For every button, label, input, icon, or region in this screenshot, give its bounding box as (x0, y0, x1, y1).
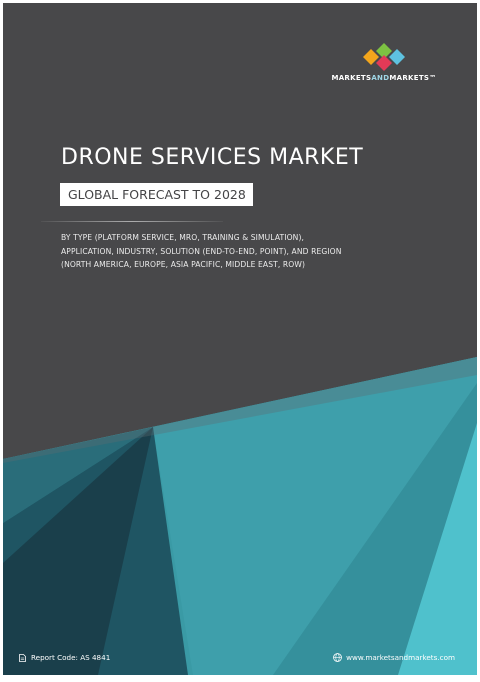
website-link[interactable]: www.marketsandmarkets.com (346, 653, 455, 662)
marketsandmarkets-logo: MARKETSANDMARKETS™ (329, 43, 439, 82)
report-code: Report Code: AS 4841 (31, 653, 111, 662)
forecast-subtitle: GLOBAL FORECAST TO 2028 (60, 183, 253, 206)
website-footer: www.marketsandmarkets.com (333, 653, 455, 662)
globe-icon (333, 653, 342, 662)
description-line: (NORTH AMERICA, EUROPE, ASIA PACIFIC, MI… (61, 260, 306, 269)
logo-diamonds-icon (363, 43, 405, 71)
report-title: DRONE SERVICES MARKET (61, 145, 364, 170)
report-description: BY TYPE (PLATFORM SERVICE, MRO, TRAINING… (61, 231, 361, 272)
report-cover: MARKETSANDMARKETS™ DRONE SERVICES MARKET… (3, 3, 477, 675)
report-code-footer: Report Code: AS 4841 (19, 653, 110, 662)
description-line: APPLICATION, INDUSTRY, SOLUTION (END-TO-… (61, 246, 342, 256)
description-line: BY TYPE (PLATFORM SERVICE, MRO, TRAINING… (61, 233, 305, 242)
logo-wordmark: MARKETSANDMARKETS™ (331, 74, 437, 82)
divider-line (41, 221, 223, 222)
document-icon (19, 653, 26, 662)
teal-geometric-background (3, 357, 477, 675)
